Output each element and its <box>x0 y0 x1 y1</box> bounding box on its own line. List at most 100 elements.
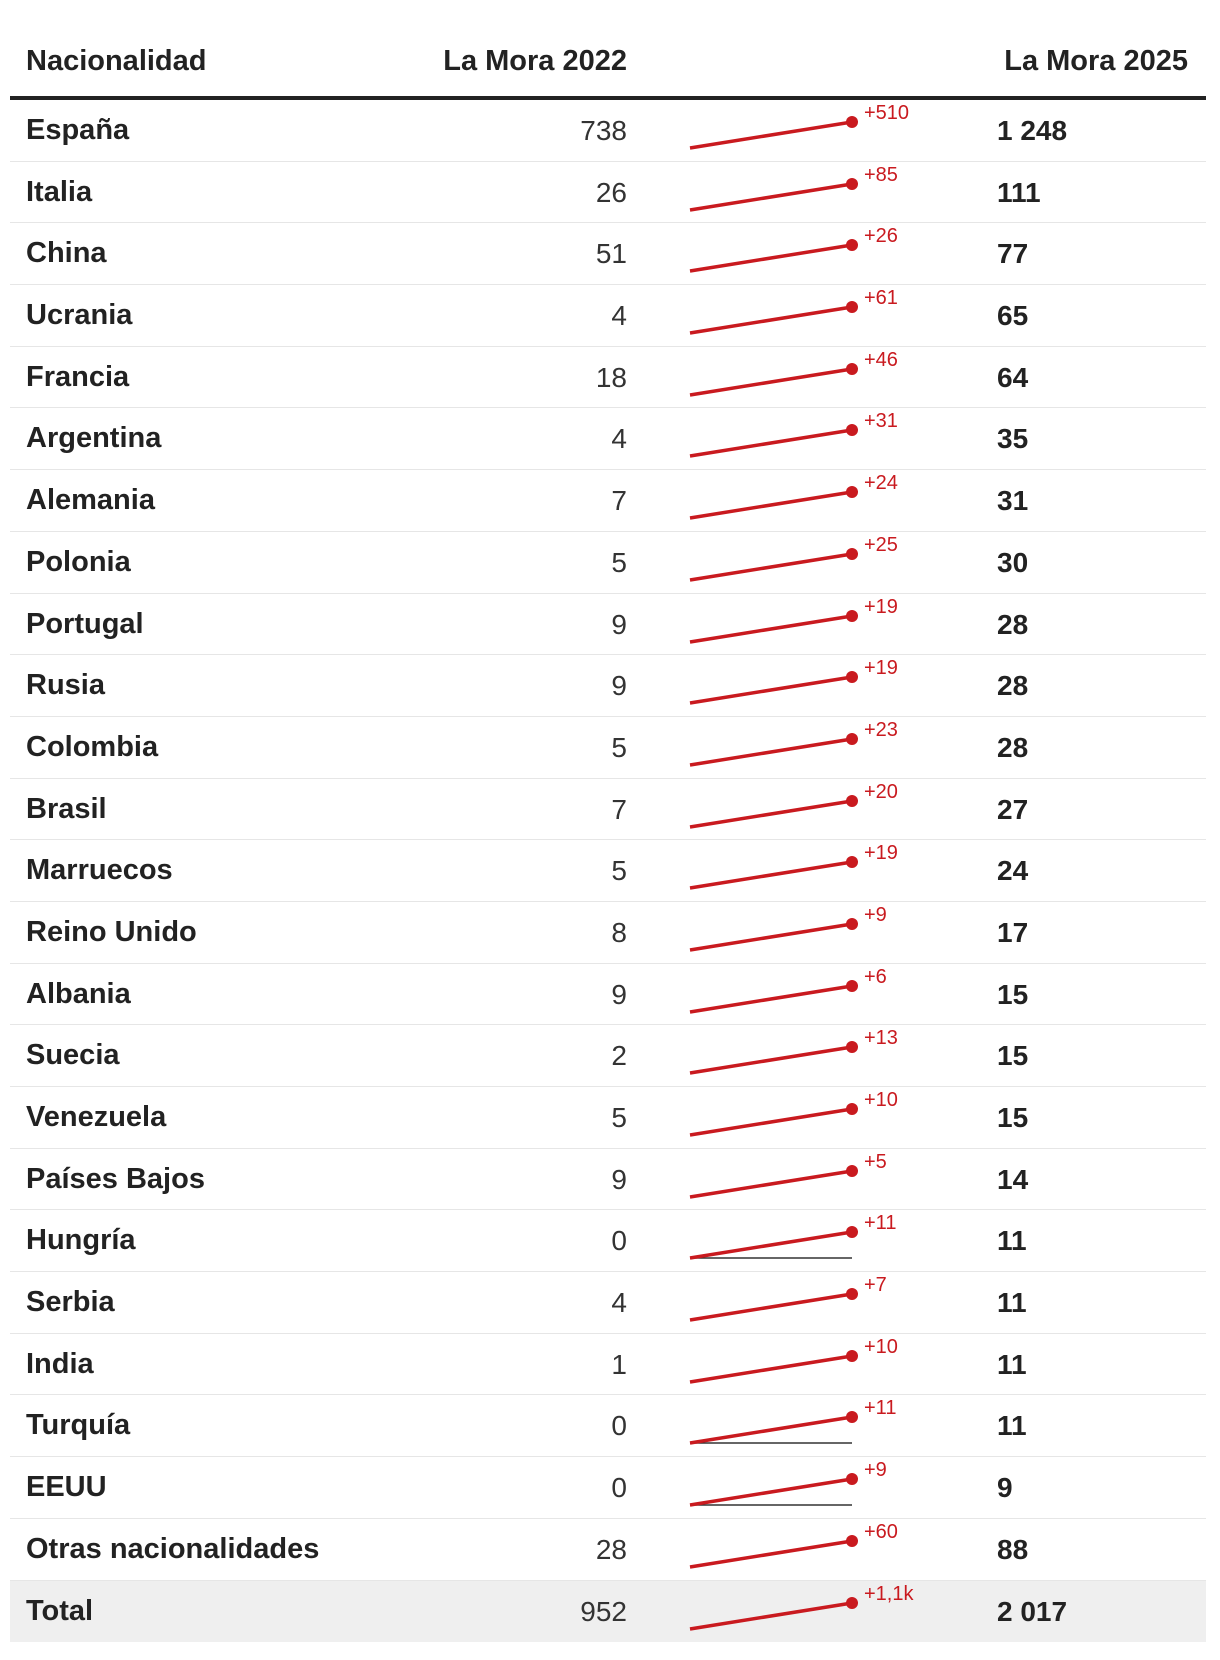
nationality-label: Colombia <box>26 730 159 763</box>
value-2025: 31 <box>997 485 1029 517</box>
slope-end-dot <box>846 1103 858 1115</box>
table-row: Venezuela 5 +10 15 <box>10 1087 1206 1149</box>
slope-line <box>689 305 853 335</box>
value-2025: 17 <box>997 916 1029 948</box>
delta-label: +24 <box>864 472 898 494</box>
nationality-label: Venezuela <box>26 1101 167 1133</box>
slope-end-dot <box>846 1164 858 1177</box>
change-slope: +9 <box>689 904 887 952</box>
nationality-label: España <box>26 114 130 146</box>
value-2022: 7 <box>611 793 627 825</box>
slope-end-dot <box>846 1473 858 1486</box>
delta-label: +23 <box>864 719 898 741</box>
delta-label: +11 <box>864 1212 896 1234</box>
change-slope: +20 <box>689 781 898 829</box>
slope-end-dot <box>846 1349 858 1362</box>
value-2022: 0 <box>611 1225 627 1257</box>
slope-line <box>689 675 853 705</box>
value-2022: 7 <box>611 485 627 517</box>
value-2025: 11 <box>997 1225 1027 1257</box>
table-row: Italia 26 +85 111 <box>10 162 1206 224</box>
table-header: Nacionalidad La Mora 2022 La Mora 2025 <box>10 0 1206 100</box>
value-2025: 77 <box>997 238 1029 270</box>
value-2022: 4 <box>611 1287 627 1319</box>
value-2025: 2 017 <box>997 1595 1068 1627</box>
delta-label: +61 <box>864 287 898 309</box>
change-slope: +1,1k <box>689 1583 914 1631</box>
nationality-label: India <box>26 1347 94 1380</box>
table-row: Polonia 5 +25 30 <box>10 532 1206 594</box>
value-2025: 11 <box>997 1348 1027 1380</box>
nationality-label: Turquía <box>26 1409 131 1442</box>
slope-end-dot <box>846 671 858 684</box>
nationality-label: Otras nacionalidades <box>26 1532 320 1565</box>
delta-label: +5 <box>864 1151 887 1173</box>
slope-end-dot <box>846 732 858 745</box>
change-slope: +31 <box>689 410 898 459</box>
header-2022: La Mora 2022 <box>443 45 627 77</box>
slope-end-dot <box>846 979 858 992</box>
table-row: China 51 +26 77 <box>10 223 1206 286</box>
value-2022: 8 <box>611 916 627 948</box>
table-row: Argentina 4 +31 35 <box>10 408 1206 471</box>
value-2022: 51 <box>595 238 627 270</box>
slope-line <box>689 1600 853 1631</box>
change-slope: +7 <box>689 1274 887 1322</box>
slope-end-dot <box>846 301 858 314</box>
slope-line <box>689 243 853 274</box>
slope-line <box>689 1230 853 1261</box>
table-row: EEUU 0 +9 9 <box>10 1457 1206 1519</box>
slope-line <box>689 367 853 397</box>
header-2025: La Mora 2025 <box>1004 45 1188 77</box>
slope-line <box>689 1477 853 1507</box>
slope-end-dot <box>846 1596 858 1609</box>
value-2025: 9 <box>997 1472 1013 1504</box>
nationality-table: Nacionalidad La Mora 2022 La Mora 2025 E… <box>10 0 1220 1660</box>
delta-label: +13 <box>864 1027 898 1049</box>
value-2025: 24 <box>997 855 1029 887</box>
value-2022: 952 <box>580 1595 627 1627</box>
change-slope: +10 <box>689 1089 898 1137</box>
delta-label: +46 <box>864 349 898 371</box>
delta-label: +510 <box>864 102 909 124</box>
value-2022: 4 <box>611 300 627 332</box>
change-slope: +11 <box>689 1397 896 1446</box>
change-slope: +23 <box>689 719 898 767</box>
slope-line <box>689 1107 853 1137</box>
slope-end-dot <box>846 609 858 622</box>
value-2025: 15 <box>997 978 1029 1010</box>
value-2025: 15 <box>997 1102 1029 1133</box>
table-row: Rusia 9 +19 28 <box>10 655 1206 717</box>
delta-label: +26 <box>864 225 898 247</box>
change-slope: +25 <box>689 534 898 582</box>
table-row: Ucrania 4 +61 65 <box>10 285 1206 347</box>
value-2022: 738 <box>580 115 627 146</box>
delta-label: +6 <box>864 966 887 988</box>
nationality-label: Suecia <box>26 1039 120 1072</box>
slope-line <box>689 1539 853 1569</box>
delta-label: +19 <box>864 596 898 618</box>
slope-line <box>689 983 853 1014</box>
total-row: Total 952 +1,1k 2 017 <box>10 1580 1206 1643</box>
delta-label: +9 <box>864 904 887 926</box>
value-2022: 5 <box>611 546 627 578</box>
delta-label: +19 <box>864 842 898 864</box>
slope-line <box>689 1292 853 1322</box>
value-2022: 28 <box>595 1533 627 1565</box>
delta-label: +85 <box>864 164 898 186</box>
value-2022: 4 <box>611 423 627 455</box>
change-slope: +24 <box>689 472 898 520</box>
slope-end-dot <box>846 362 858 375</box>
nationality-label: Marruecos <box>26 854 173 887</box>
table-row: Marruecos 5 +19 24 <box>10 840 1206 902</box>
value-2022: 9 <box>611 670 627 702</box>
value-2025: 30 <box>997 546 1029 578</box>
slope-line <box>689 1415 853 1446</box>
value-2025: 14 <box>997 1163 1029 1195</box>
nationality-label: Países Bajos <box>26 1162 205 1195</box>
slope-end-dot <box>846 1411 858 1424</box>
nationality-label: Italia <box>26 175 93 208</box>
nationality-label: Albania <box>26 977 131 1010</box>
value-2025: 11 <box>997 1410 1027 1442</box>
slope-end-dot <box>846 116 858 128</box>
